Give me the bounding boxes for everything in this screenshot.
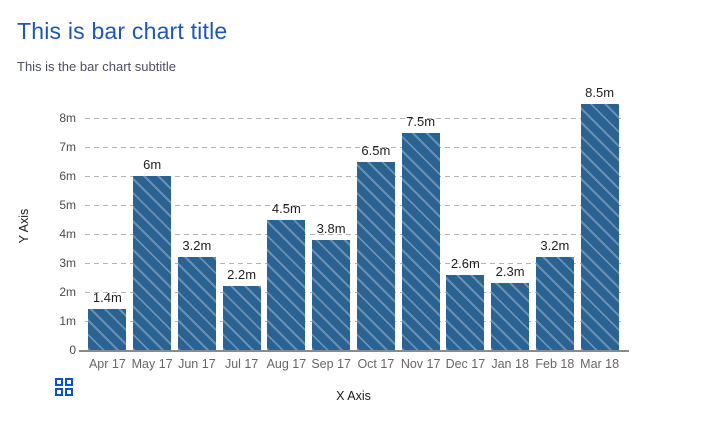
gridline — [85, 118, 622, 119]
bar-apr-17[interactable] — [88, 309, 127, 350]
bar-mar-18[interactable] — [580, 103, 619, 350]
y-tick-label: 6m — [59, 169, 76, 183]
grid-menu-icon-square — [65, 388, 73, 396]
gridline — [85, 321, 622, 322]
bar-value-label: 3.8m — [316, 220, 346, 236]
bar-slot: 2.2m — [219, 100, 264, 350]
plot-area: 1.4m 6m 3.2m 2.2m 4.5m 3.8m 6.5m 7.5m 2.6m 2.3m 3.… — [85, 85, 622, 350]
y-tick-label: 7m — [59, 140, 76, 154]
bar-jun-17[interactable] — [177, 257, 216, 350]
bar-value-label: 6m — [143, 157, 162, 172]
gridline — [85, 292, 622, 293]
bar-slot: 8.5m — [577, 85, 622, 350]
bar-value-label: 6.5m — [361, 142, 391, 158]
bar-slot: 3.2m — [175, 100, 220, 350]
x-tick-label: Nov 17 — [400, 357, 441, 371]
y-tick-label: 3m — [59, 256, 76, 270]
chart-title: This is bar chart title — [17, 18, 228, 44]
bar-value-label: 2.3m — [495, 264, 525, 280]
bar-value-label: 7.5m — [406, 113, 436, 129]
bar-nov-17[interactable] — [401, 132, 440, 350]
grid-menu-icon-square — [55, 388, 63, 396]
bar-dec-17[interactable] — [446, 274, 485, 350]
y-tick-label: 0 — [69, 343, 76, 357]
bar-value-label: 2.6m — [450, 255, 480, 271]
x-tick-label: Apr 17 — [88, 357, 126, 371]
x-tick-label: Mar 18 — [580, 357, 620, 371]
bar-value-label: 8.5m — [585, 84, 615, 100]
bar-value-label: 3.2m — [540, 238, 570, 254]
gridline — [85, 147, 622, 148]
x-tick-label: Oct 17 — [357, 357, 395, 371]
bar-aug-17[interactable] — [267, 219, 306, 350]
gridline — [85, 176, 622, 177]
grid-menu-icon[interactable] — [55, 378, 73, 396]
x-tick-label: Sep 17 — [311, 357, 351, 371]
y-tick-label: 4m — [59, 227, 76, 241]
y-tick-label: 5m — [59, 198, 76, 212]
x-axis-labels: Apr 17 May 17 Jun 17 Jul 17 Aug 17 Sep 17 Oct … — [85, 357, 622, 373]
x-tick-label: Jan 18 — [491, 357, 529, 371]
bar-value-label: 2.2m — [227, 267, 257, 283]
bar-jul-17[interactable] — [222, 286, 261, 350]
x-tick-label: Dec 17 — [445, 357, 486, 371]
gridline — [85, 263, 622, 264]
y-tick-label: 2m — [59, 285, 76, 299]
y-tick-label: 8m — [59, 111, 76, 125]
grid-menu-icon-square — [55, 378, 63, 386]
x-tick-label: Aug 17 — [266, 357, 307, 371]
bar-slot: 2.3m — [488, 100, 533, 350]
y-axis-labels: 0 1m 2m 3m 4m 5m 6m 7m 8m — [0, 100, 76, 357]
bar-jan-18[interactable] — [491, 283, 530, 350]
bar-feb-18[interactable] — [535, 257, 574, 350]
bar-value-label: 4.5m — [271, 200, 301, 216]
bar-slot: 2.6m — [443, 100, 488, 350]
bar-slot: 4.5m — [264, 100, 309, 350]
bar-value-label: 1.4m — [92, 290, 122, 306]
bar-slot: 3.8m — [309, 100, 354, 350]
bar-may-17[interactable] — [133, 176, 172, 350]
bar-slot: 6.5m — [354, 100, 399, 350]
gridline — [85, 234, 622, 235]
x-tick-label: May 17 — [131, 357, 173, 371]
bar-slot: 3.2m — [533, 100, 578, 350]
x-axis-line — [79, 350, 629, 352]
y-tick-label: 1m — [59, 314, 76, 328]
bar-slot: 6m — [130, 100, 175, 350]
bar-oct-17[interactable] — [356, 161, 395, 350]
bar-slot: 1.4m — [85, 100, 130, 350]
chart-subtitle: This is the bar chart subtitle — [17, 59, 176, 74]
grid-menu-icon-square — [65, 378, 73, 386]
gridline — [85, 205, 622, 206]
x-tick-label: Jul 17 — [224, 357, 259, 371]
x-tick-label: Jun 17 — [178, 357, 216, 371]
x-tick-label: Feb 18 — [535, 357, 575, 371]
x-axis-title: X Axis — [336, 389, 371, 403]
bar-slot: 7.5m — [398, 100, 443, 350]
bar-sep-17[interactable] — [312, 239, 351, 350]
bar-value-label: 3.2m — [182, 238, 212, 254]
